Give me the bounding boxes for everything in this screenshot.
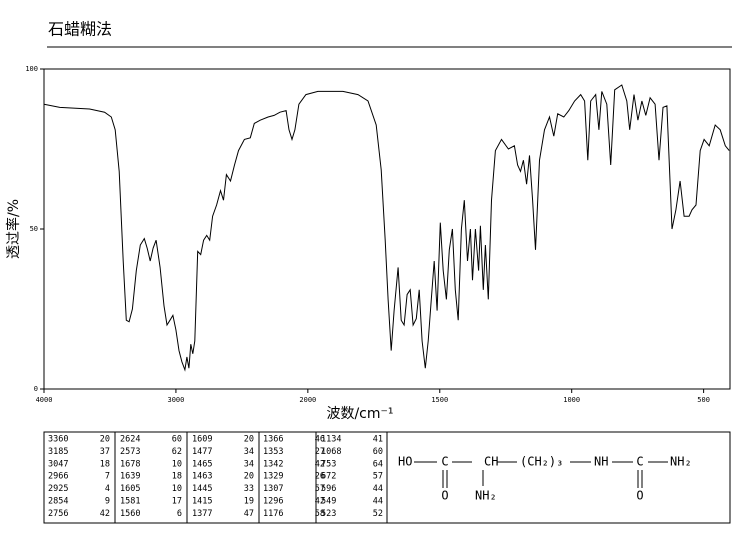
peak-transmittance: 34 — [244, 447, 254, 457]
peak-wavenumber: 3360 — [48, 435, 68, 445]
structure-label: CH — [484, 455, 498, 469]
x-tick-label: 1500 — [431, 396, 448, 404]
peak-transmittance: 9 — [105, 497, 110, 507]
peak-wavenumber: 1560 — [120, 509, 140, 519]
peak-wavenumber: 1581 — [120, 497, 140, 507]
peak-transmittance: 10 — [172, 484, 182, 494]
peak-wavenumber: 1068 — [321, 447, 341, 457]
peak-wavenumber: 1296 — [263, 497, 283, 507]
peak-transmittance: 20 — [244, 472, 254, 482]
peak-transmittance: 19 — [244, 497, 254, 507]
peak-transmittance: 18 — [100, 459, 110, 469]
peak-transmittance: 58 — [315, 509, 325, 519]
chart-title: 石蜡糊法 — [48, 20, 112, 39]
peak-wavenumber: 1463 — [192, 472, 212, 482]
x-tick-label: 500 — [697, 396, 710, 404]
structure-label: O — [441, 489, 448, 503]
peak-wavenumber: 2573 — [120, 447, 140, 457]
peak-transmittance: 44 — [373, 484, 383, 494]
peak-transmittance: 46 — [315, 435, 325, 445]
peak-transmittance: 64 — [373, 459, 383, 469]
plot-frame — [43, 68, 731, 390]
peak-transmittance: 4 — [105, 484, 110, 494]
peak-transmittance: 57 — [315, 484, 325, 494]
peak-transmittance: 20 — [244, 435, 254, 445]
x-tick-label: 1000 — [563, 396, 580, 404]
x-tick-label: 2000 — [299, 396, 316, 404]
peak-transmittance: 20 — [100, 435, 110, 445]
spectrum-line — [43, 84, 730, 372]
peak-wavenumber: 1477 — [192, 447, 212, 457]
peak-transmittance: 26 — [315, 472, 325, 482]
peak-wavenumber: 1176 — [263, 509, 283, 519]
peak-transmittance: 42 — [315, 459, 325, 469]
structure-bonds — [414, 461, 668, 488]
structure-label: C — [441, 455, 448, 469]
x-axis-label: 波数/cm⁻¹ — [326, 406, 393, 422]
x-tick-label: 3000 — [167, 396, 184, 404]
peak-transmittance: 60 — [172, 435, 182, 445]
peak-wavenumber: 2756 — [48, 509, 68, 519]
peak-wavenumber: 1609 — [192, 435, 212, 445]
peak-wavenumber: 1353 — [263, 447, 283, 457]
peak-transmittance: 7 — [105, 472, 110, 482]
peak-wavenumber: 1134 — [321, 435, 341, 445]
y-axis-label: 透过率/% — [5, 199, 22, 259]
peak-transmittance: 60 — [373, 447, 383, 457]
peak-transmittance: 37 — [100, 447, 110, 457]
peak-wavenumber: 1366 — [263, 435, 283, 445]
peak-transmittance: 18 — [172, 472, 182, 482]
peak-wavenumber: 596 — [321, 484, 336, 494]
peak-wavenumber: 753 — [321, 459, 336, 469]
peak-transmittance: 57 — [373, 472, 383, 482]
peak-wavenumber: 1415 — [192, 497, 212, 507]
peak-wavenumber: 549 — [321, 497, 336, 507]
peak-wavenumber: 1342 — [263, 459, 283, 469]
peak-wavenumber: 672 — [321, 472, 336, 482]
peak-wavenumber: 1639 — [120, 472, 140, 482]
structure-label: C — [636, 455, 643, 469]
peak-wavenumber: 2624 — [120, 435, 140, 445]
peak-transmittance: 42 — [100, 509, 110, 519]
peak-transmittance: 62 — [172, 447, 182, 457]
structure-label: NH₂ — [475, 489, 497, 503]
peak-wavenumber: 3047 — [48, 459, 68, 469]
peak-transmittance: 10 — [172, 459, 182, 469]
peak-wavenumber: 1605 — [120, 484, 140, 494]
structure-label: NH₂ — [670, 455, 692, 469]
structure-label: (CH₂)₃ — [520, 455, 563, 469]
peak-transmittance: 47 — [244, 509, 254, 519]
structure-label: O — [636, 489, 643, 503]
peak-transmittance: 42 — [315, 497, 325, 507]
x-tick-label: 4000 — [36, 396, 53, 404]
peak-transmittance: 44 — [373, 497, 383, 507]
peak-transmittance: 33 — [244, 484, 254, 494]
peak-wavenumber: 1678 — [120, 459, 140, 469]
peak-transmittance: 6 — [177, 509, 182, 519]
peak-wavenumber: 3185 — [48, 447, 68, 457]
peak-transmittance: 52 — [373, 509, 383, 519]
y-tick-label: 50 — [30, 225, 38, 233]
peak-wavenumber: 1329 — [263, 472, 283, 482]
peak-wavenumber: 523 — [321, 509, 336, 519]
peak-transmittance: 41 — [373, 435, 383, 445]
y-tick-label: 100 — [25, 65, 38, 73]
peak-transmittance: 27 — [315, 447, 325, 457]
y-tick-label: 0 — [34, 385, 38, 393]
peak-wavenumber: 1465 — [192, 459, 212, 469]
peak-transmittance: 34 — [244, 459, 254, 469]
peak-wavenumber: 1377 — [192, 509, 212, 519]
peak-wavenumber: 2854 — [48, 497, 68, 507]
peak-transmittance: 17 — [172, 497, 182, 507]
structure-label: HO — [398, 455, 412, 469]
peak-wavenumber: 2966 — [48, 472, 68, 482]
peak-wavenumber: 2925 — [48, 484, 68, 494]
table-dividers — [114, 432, 388, 523]
peak-wavenumber: 1445 — [192, 484, 212, 494]
structure-label: NH — [594, 455, 608, 469]
peak-wavenumber: 1307 — [263, 484, 283, 494]
